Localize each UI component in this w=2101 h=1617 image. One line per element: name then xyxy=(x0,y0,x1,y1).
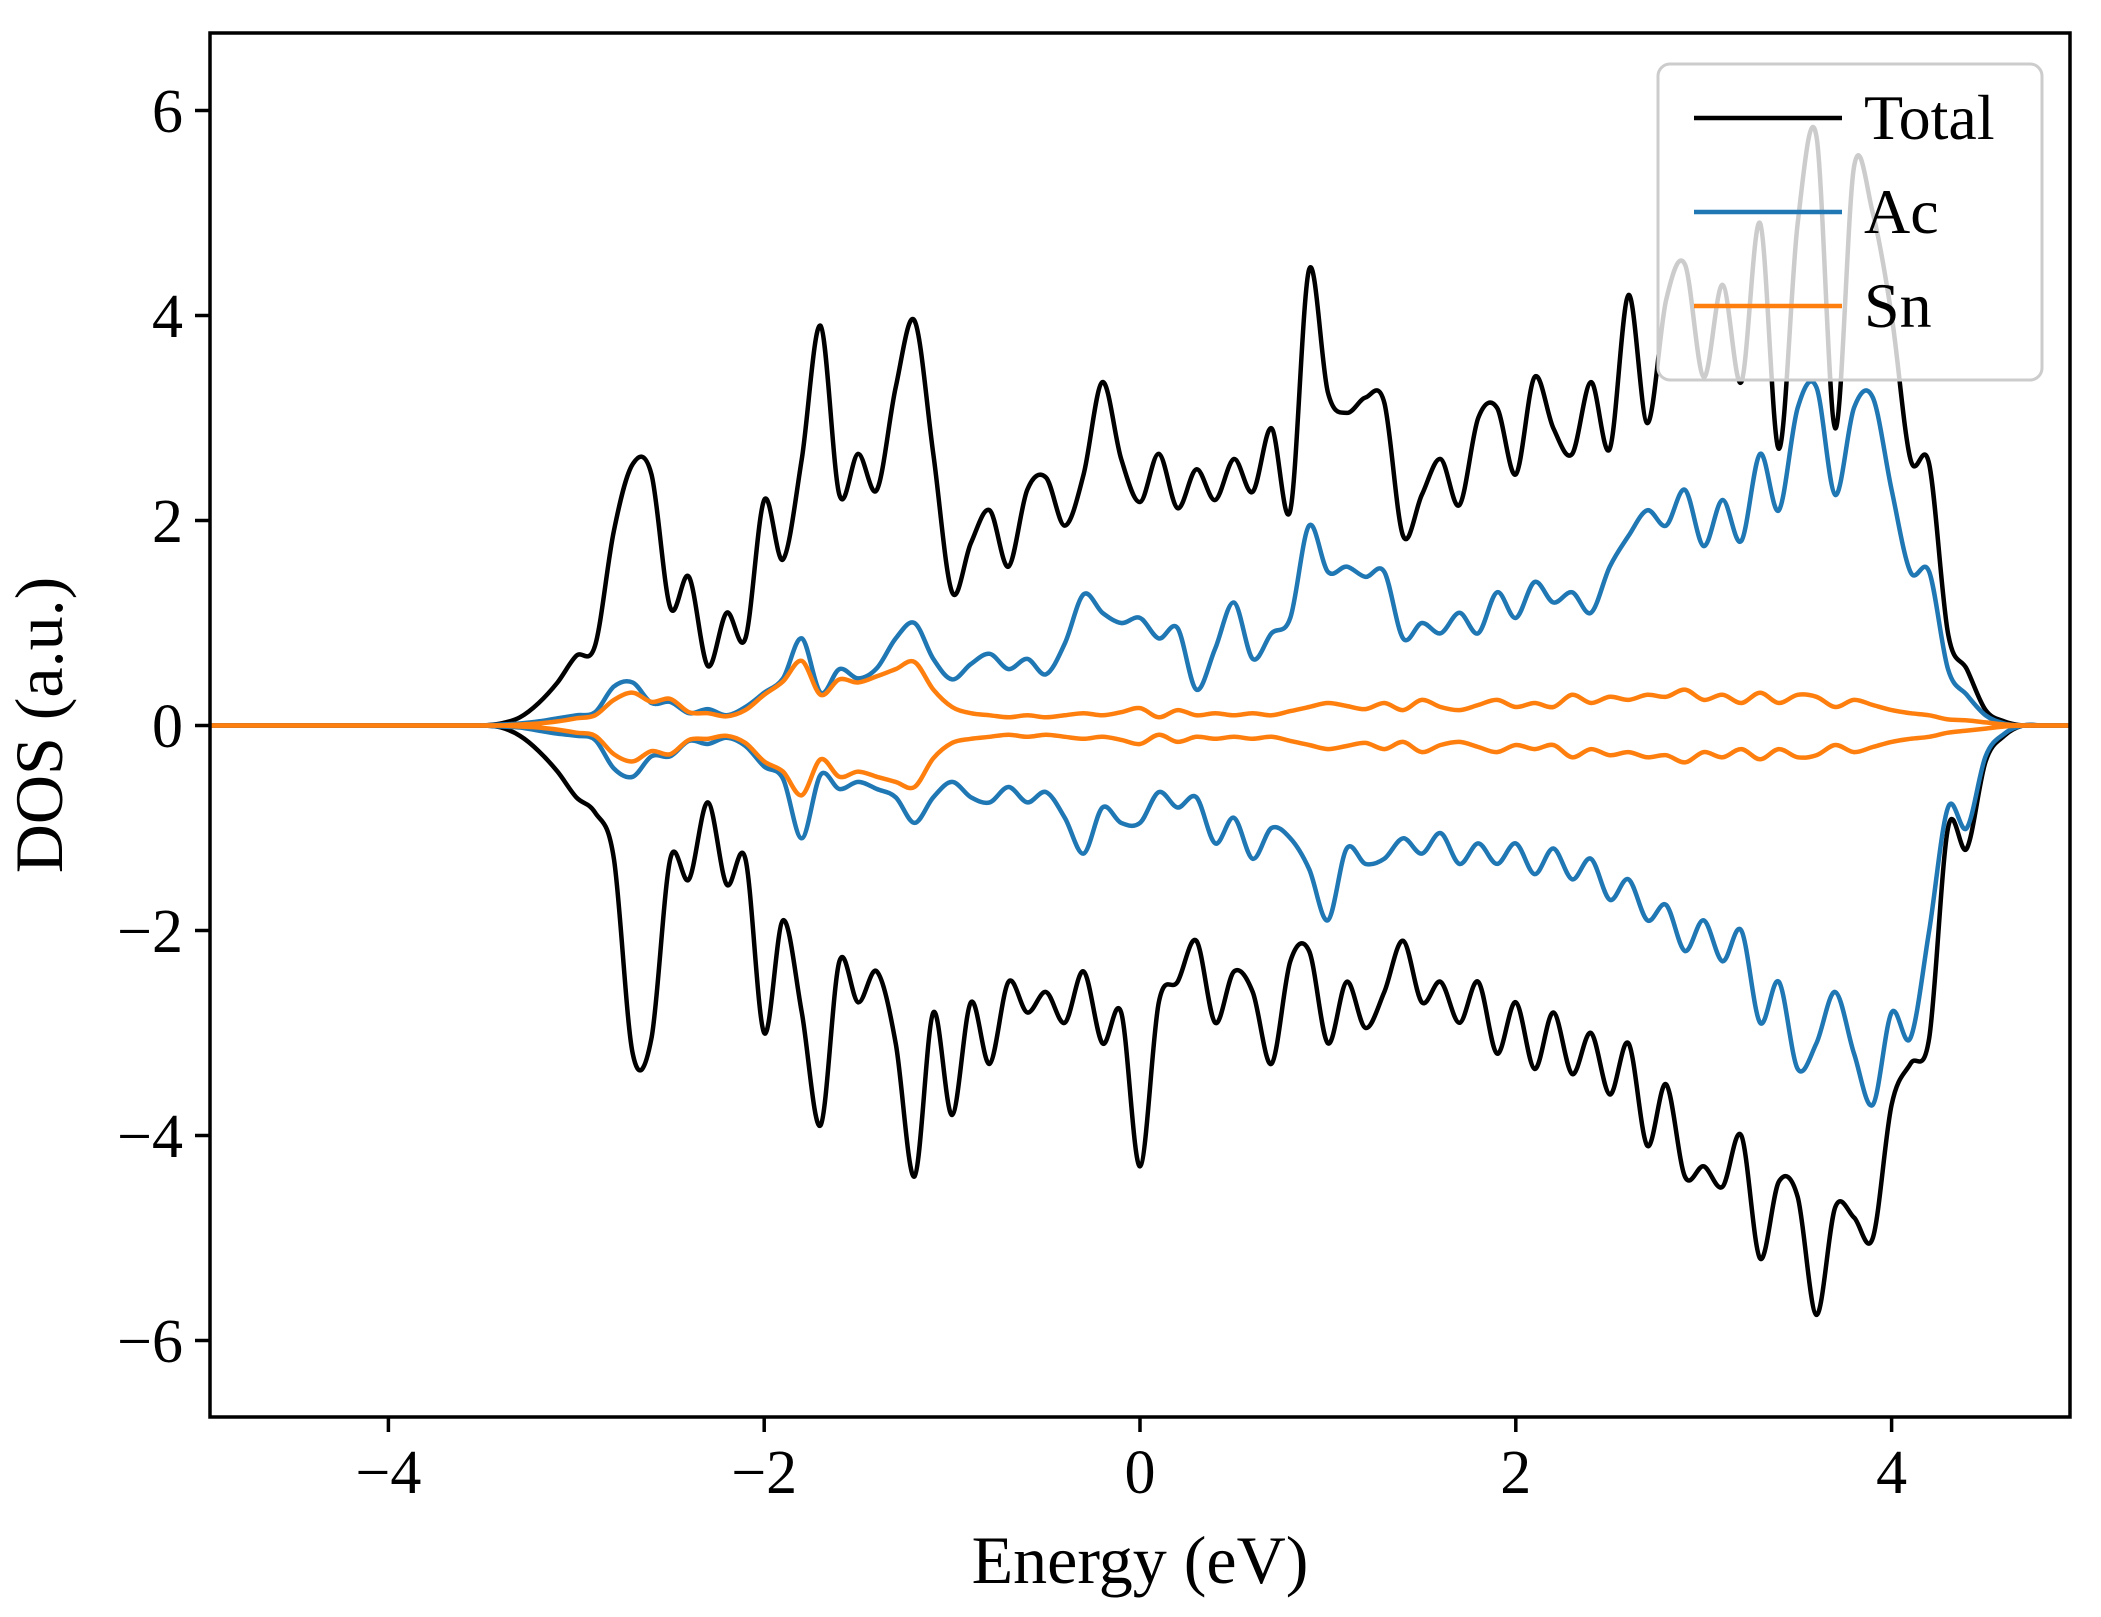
total-spin-down-curve xyxy=(210,722,2070,1318)
axes-spines xyxy=(208,31,2072,1419)
x-tick-label: −2 xyxy=(731,1439,797,1507)
y-tick-label: −4 xyxy=(117,1103,183,1171)
y-tick-label: 2 xyxy=(152,488,183,556)
x-axis-label: Energy (eV) xyxy=(972,1522,1309,1598)
x-tick-label: 2 xyxy=(1500,1439,1531,1507)
x-tick-label: 0 xyxy=(1125,1439,1156,1507)
curves-group xyxy=(210,125,2070,1318)
x-axis-ticks: −4 −2 0 2 4 xyxy=(355,1417,1907,1507)
y-tick-label: −2 xyxy=(117,898,183,966)
x-tick-label: −4 xyxy=(355,1439,421,1507)
y-axis-ticks: −6 −4 −2 0 2 4 6 xyxy=(117,78,210,1376)
x-tick-label: 4 xyxy=(1876,1439,1907,1507)
y-tick-label: 0 xyxy=(152,693,183,761)
y-tick-label: 6 xyxy=(152,78,183,146)
y-tick-label: 4 xyxy=(152,283,183,351)
legend-label-total: Total xyxy=(1864,82,1995,153)
y-tick-label: −6 xyxy=(117,1308,183,1376)
legend-label-sn: Sn xyxy=(1864,270,1932,341)
legend: Total Ac Sn xyxy=(1656,62,2044,382)
legend-box xyxy=(1656,62,2044,382)
legend-label-ac: Ac xyxy=(1864,176,1939,247)
sn-spin-down-curve xyxy=(210,723,2070,798)
y-axis-label: DOS (a.u.) xyxy=(1,577,77,874)
